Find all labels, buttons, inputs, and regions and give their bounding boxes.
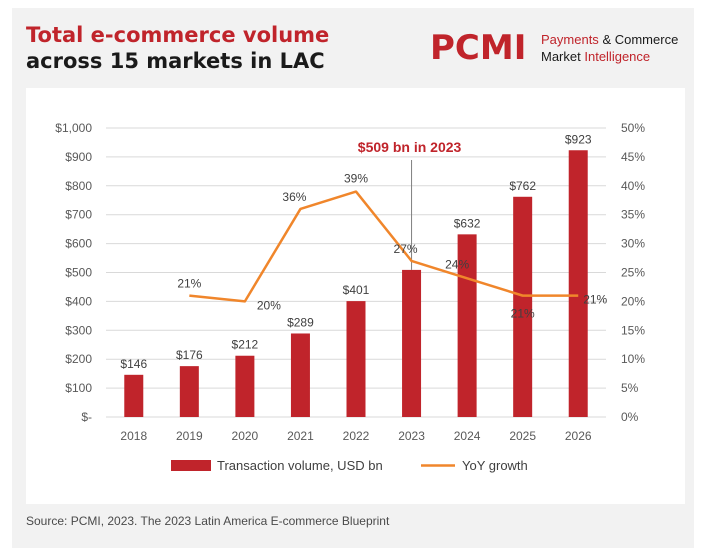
y-right-tick-label: 0% [621, 410, 639, 424]
growth-value-label: 21% [583, 293, 607, 307]
bar [124, 374, 144, 417]
y-left-tick-label: $900 [65, 150, 92, 164]
y-right-tick-label: 5% [621, 381, 639, 395]
y-right-tick-label: 25% [621, 266, 645, 280]
bar-value-label: $289 [287, 315, 314, 329]
bar [235, 355, 255, 417]
y-right-tick-label: 20% [621, 294, 645, 308]
bar [290, 333, 310, 417]
y-left-tick-label: $800 [65, 179, 92, 193]
y-left-tick-label: $400 [65, 294, 92, 308]
growth-value-label: 20% [257, 298, 281, 312]
logo-word-intelligence: Intelligence [584, 49, 651, 64]
y-right-tick-label: 15% [621, 323, 645, 337]
bar [346, 301, 366, 417]
growth-value-label: 39% [344, 172, 368, 186]
title-line-1: Total e-commerce volume [26, 23, 330, 47]
y-left-tick-label: $700 [65, 208, 92, 222]
x-tick-label: 2018 [120, 429, 147, 443]
y-right-tick-label: 40% [621, 179, 645, 193]
y-right-tick-label: 10% [621, 352, 645, 366]
logo-word-market: Market [541, 49, 581, 64]
y-right-tick-label: 35% [621, 208, 645, 222]
bar [568, 150, 588, 417]
source-note: Source: PCMI, 2023. The 2023 Latin Ameri… [26, 514, 390, 528]
bar-value-label: $212 [232, 338, 259, 352]
y-right-tick-label: 30% [621, 237, 645, 251]
logo-word-payments: Payments [541, 32, 599, 47]
chart-title: Total e-commerce volume across 15 market… [26, 22, 329, 74]
logo-subtitle: Payments & Commerce Market Intelligence [541, 31, 678, 65]
bar-value-label: $632 [454, 216, 481, 230]
bar-value-label: $923 [565, 132, 592, 146]
growth-value-label: 36% [282, 190, 306, 204]
y-left-tick-label: $100 [65, 381, 92, 395]
growth-value-label: 24% [445, 257, 469, 271]
bar [179, 366, 199, 417]
title-line-2: across 15 markets in LAC [26, 49, 325, 73]
y-right-tick-label: 45% [621, 150, 645, 164]
combo-chart: $- $100 $200 $300 $400 $500 $600 $700 $800 $900 $1… [55, 121, 645, 473]
legend-line-label: YoY growth [462, 458, 528, 473]
bar-value-label: $176 [176, 348, 203, 362]
legend-bar-label: Transaction volume, USD bn [217, 458, 383, 473]
yoy-growth-line [189, 190, 579, 303]
x-tick-label: 2025 [509, 429, 536, 443]
x-tick-label: 2021 [287, 429, 314, 443]
y-left-tick-label: $600 [65, 237, 92, 251]
logo-ampersand: & [602, 32, 612, 47]
x-tick-label: 2019 [176, 429, 203, 443]
logo-mark: PCMI [430, 28, 527, 68]
x-tick-label: 2026 [565, 429, 592, 443]
y-left-tick-label: $500 [65, 266, 92, 280]
growth-value-label: 21% [177, 277, 201, 291]
bar-value-label: $401 [343, 283, 370, 297]
x-tick-label: 2023 [398, 429, 425, 443]
y-left-tick-label: $1,000 [55, 121, 92, 135]
x-tick-label: 2020 [232, 429, 259, 443]
bar [402, 269, 422, 417]
x-tick-label: 2022 [343, 429, 370, 443]
y-left-tick-label: $- [81, 410, 92, 424]
y-left-tick-label: $200 [65, 352, 92, 366]
annotation-label: $509 bn in 2023 [358, 139, 462, 155]
growth-value-label: 27% [394, 242, 418, 256]
bar [513, 196, 533, 417]
x-tick-label: 2024 [454, 429, 481, 443]
chart-card: $- $100 $200 $300 $400 $500 $600 $700 $800 $900 $1… [26, 88, 685, 504]
bar-value-label: $146 [120, 357, 147, 371]
bar-value-label: $762 [509, 179, 536, 193]
growth-value-label: 21% [511, 307, 535, 321]
legend-bar-swatch [171, 460, 211, 471]
logo-word-commerce: Commerce [614, 32, 679, 47]
y-right-tick-label: 50% [621, 121, 645, 135]
y-left-tick-label: $300 [65, 323, 92, 337]
